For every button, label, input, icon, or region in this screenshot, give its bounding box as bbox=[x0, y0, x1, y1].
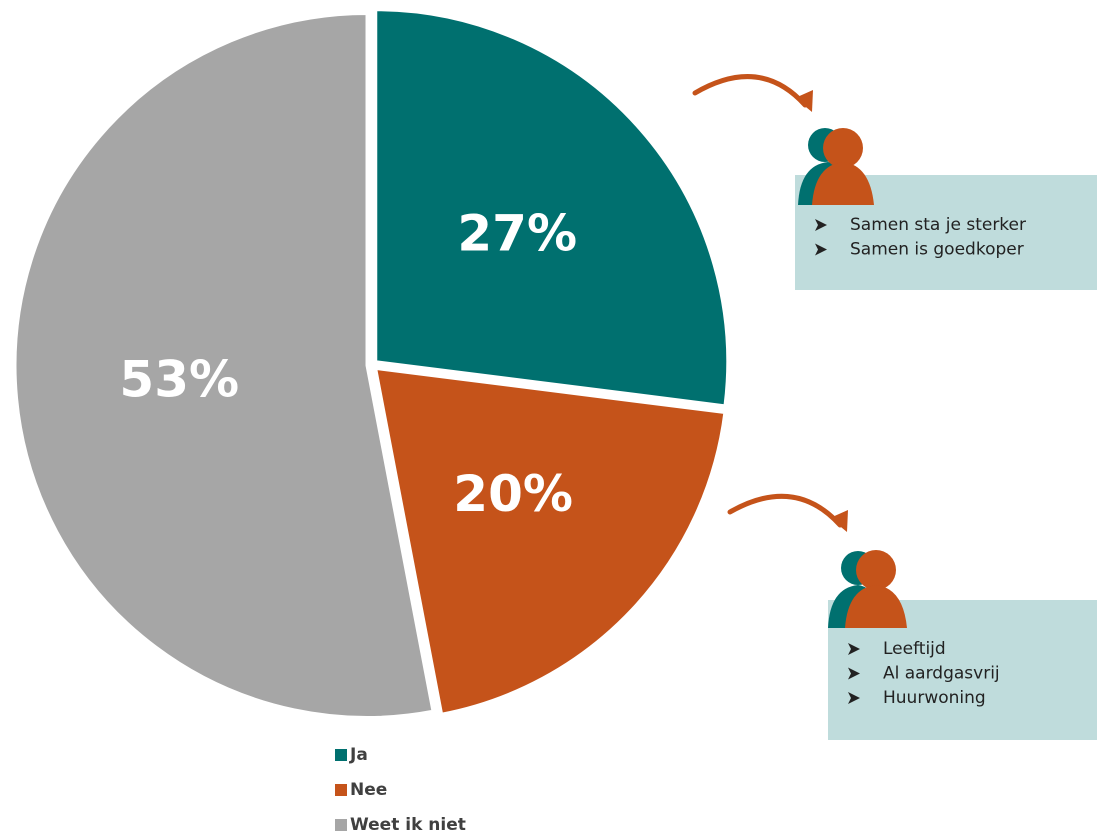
slice-label: 20% bbox=[453, 465, 573, 523]
annotation-decor bbox=[692, 74, 1097, 740]
pie-slice bbox=[373, 366, 727, 716]
slice-label: 27% bbox=[457, 204, 577, 262]
legend-label: Nee bbox=[350, 780, 387, 800]
legend-swatch bbox=[335, 749, 347, 761]
legend-swatch bbox=[335, 819, 347, 831]
legend-label: Weet ik niet bbox=[350, 815, 466, 833]
bullet bbox=[848, 692, 860, 704]
annotation-item: Huurwoning bbox=[883, 688, 986, 708]
annotation-item: Samen sta je sterker bbox=[850, 215, 1026, 235]
annotation-item: Samen is goedkoper bbox=[850, 240, 1024, 260]
bullet bbox=[815, 219, 827, 231]
bullet bbox=[815, 243, 827, 256]
annotation-item: Leeftijd bbox=[883, 639, 946, 659]
pie-slice bbox=[374, 8, 730, 408]
slice-label: 53% bbox=[119, 351, 239, 409]
bullet bbox=[848, 643, 860, 655]
legend-swatch bbox=[335, 784, 347, 796]
pie-slice bbox=[13, 11, 435, 719]
annotation-item: Al aardgasvrij bbox=[883, 664, 1000, 684]
bullet bbox=[848, 667, 860, 680]
legend-label: Ja bbox=[349, 745, 368, 765]
